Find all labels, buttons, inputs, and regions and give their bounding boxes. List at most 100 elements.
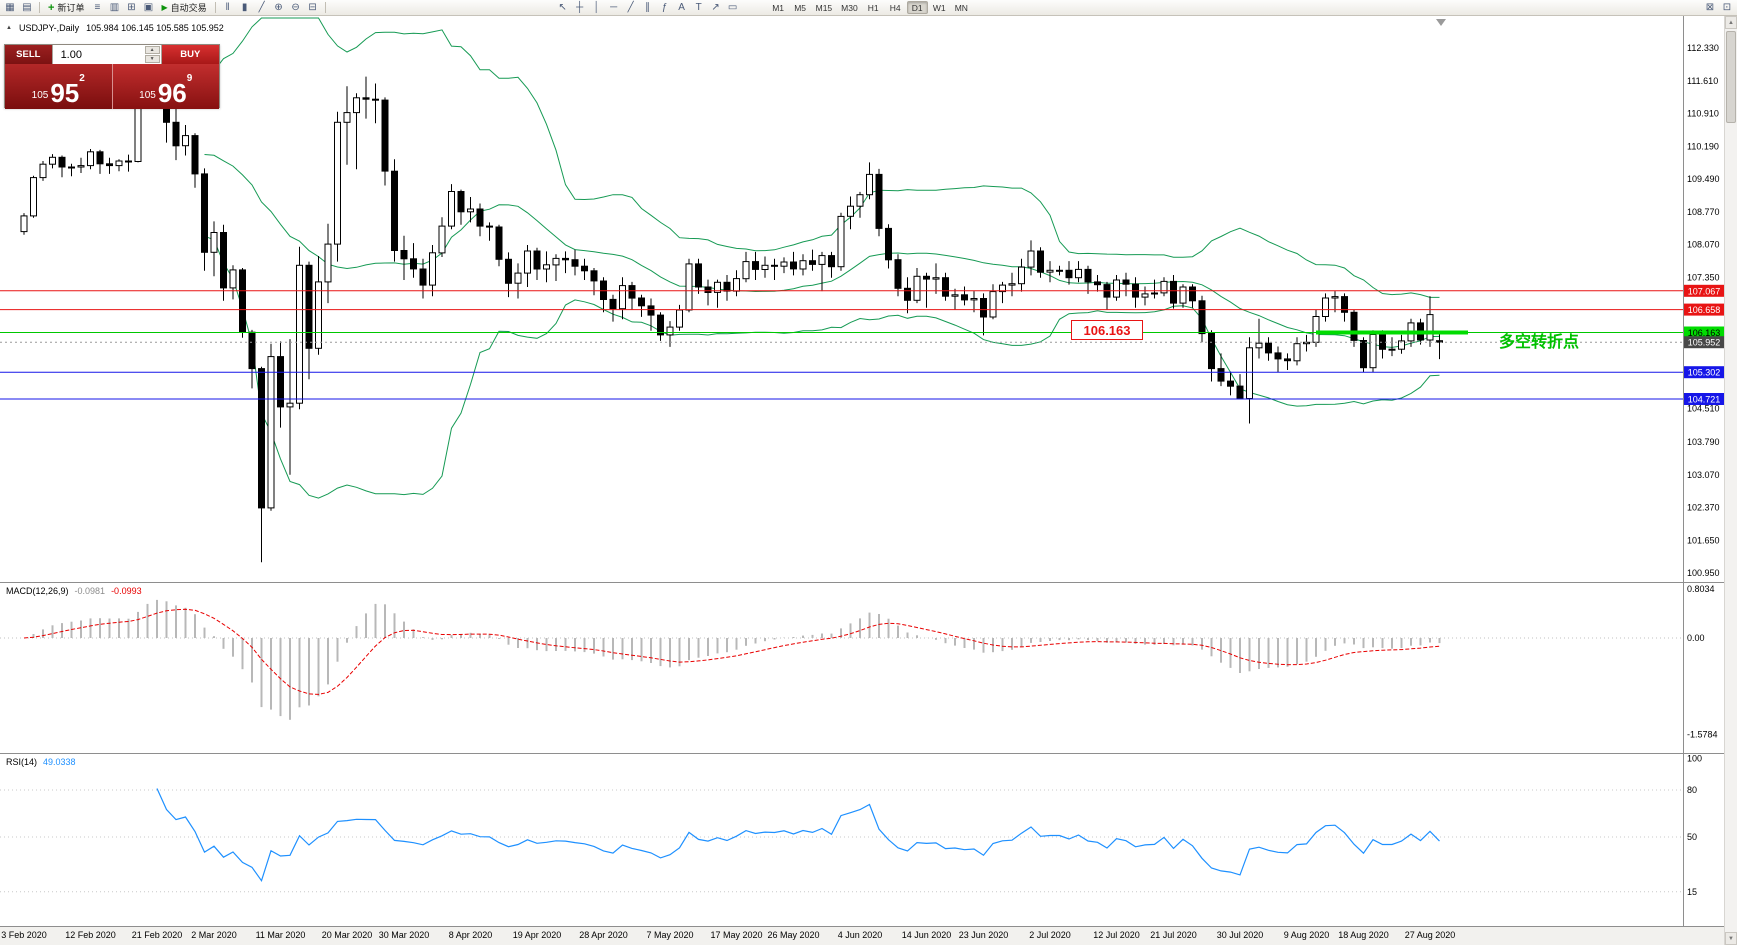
svg-text:108.770: 108.770 xyxy=(1687,207,1720,217)
sell-price-panel[interactable]: 105 95 2 xyxy=(5,64,113,109)
price-level-annotation[interactable]: 106.163 xyxy=(1071,320,1143,340)
vertical-scrollbar[interactable]: ▲ ▼ xyxy=(1724,16,1737,945)
volume-spinner: ▲ ▼ xyxy=(144,46,160,63)
zoom-in-icon[interactable]: ⊕ xyxy=(274,2,283,13)
svg-text:9 Aug 2020: 9 Aug 2020 xyxy=(1284,930,1330,940)
zoom-out-icon[interactable]: ⊖ xyxy=(291,2,300,13)
new-chart-icon[interactable]: ▦ xyxy=(5,2,15,13)
svg-text:8 Apr 2020: 8 Apr 2020 xyxy=(449,930,493,940)
buy-button[interactable]: BUY xyxy=(161,45,219,64)
zoom-icon-group: ⊕ ⊖ ⊟ xyxy=(271,1,321,14)
timeframe-h1-button[interactable]: H1 xyxy=(867,2,879,13)
chart-area: 112.330 111.610 110.910 110.190 109.490 108.7… xyxy=(0,16,1737,945)
svg-text:104.510: 104.510 xyxy=(1687,404,1720,414)
trendline-icon[interactable]: ╱ xyxy=(627,2,634,13)
chart-canvas[interactable]: 112.330 111.610 110.910 110.190 109.490 108.7… xyxy=(0,16,1724,945)
terminal-icon[interactable]: ▣ xyxy=(143,2,154,13)
svg-text:102.370: 102.370 xyxy=(1687,502,1720,512)
horizontal-level-lines[interactable] xyxy=(0,290,1683,400)
volume-up-button[interactable]: ▲ xyxy=(144,46,160,54)
chart-window-icon: ▲ xyxy=(6,25,12,31)
timeframe-m1-button[interactable]: M1 xyxy=(772,2,785,13)
label-icon[interactable]: T xyxy=(695,2,702,13)
buy-price-panel[interactable]: 105 96 9 xyxy=(112,64,219,109)
scroll-down-button[interactable]: ▼ xyxy=(1725,932,1737,945)
sell-price-point: 2 xyxy=(79,73,85,84)
fibonacci-icon[interactable]: ƒ xyxy=(661,2,668,13)
new-order-button[interactable]: + 新订单 xyxy=(44,1,88,14)
date-axis[interactable]: 3 Feb 2020 12 Feb 2020 21 Feb 2020 2 Mar 20… xyxy=(1,930,1455,940)
macd-value: -0.0981 xyxy=(74,586,106,596)
tile-windows-icon[interactable]: ⊟ xyxy=(308,2,317,13)
svg-text:50: 50 xyxy=(1687,832,1697,842)
timeframe-w1-button[interactable]: W1 xyxy=(932,2,946,13)
chart-list-icon[interactable]: ⊠ xyxy=(1705,2,1715,13)
candlestick-chart-icon[interactable]: ▮ xyxy=(241,2,248,13)
timeframe-mn-button[interactable]: MN xyxy=(954,2,968,13)
toolbar-separator xyxy=(39,2,40,13)
window-icon-group: ≡ ▥ ⊞ ▣ xyxy=(89,1,156,14)
timeframe-m15-button[interactable]: M15 xyxy=(815,2,833,13)
line-chart-icon[interactable]: ╱ xyxy=(258,2,265,13)
svg-text:12 Feb 2020: 12 Feb 2020 xyxy=(65,930,116,940)
macd-signal-value: -0.0993 xyxy=(111,586,142,596)
svg-text:104.721: 104.721 xyxy=(1688,395,1721,405)
sell-button[interactable]: SELL xyxy=(5,45,52,64)
chart-shift-marker[interactable] xyxy=(1436,19,1446,26)
svg-text:4 Jun 2020: 4 Jun 2020 xyxy=(838,930,883,940)
svg-text:80: 80 xyxy=(1687,785,1697,795)
svg-text:106.658: 106.658 xyxy=(1688,305,1721,315)
macd-header: MACD(12,26,9) -0.0981 -0.0993 xyxy=(6,586,142,596)
svg-text:17 May 2020: 17 May 2020 xyxy=(710,930,762,940)
autotrade-label: 自动交易 xyxy=(170,3,207,13)
svg-text:100: 100 xyxy=(1687,754,1702,764)
svg-text:21 Jul 2020: 21 Jul 2020 xyxy=(1150,930,1197,940)
svg-text:109.490: 109.490 xyxy=(1687,174,1720,184)
autotrade-button[interactable]: ▶ 自动交易 xyxy=(157,1,210,14)
horizontal-line-icon[interactable]: ─ xyxy=(610,2,618,13)
macd-title: MACD(12,26,9) xyxy=(6,586,69,596)
macd-signal-line xyxy=(23,608,1440,695)
price-axis[interactable]: 112.330 111.610 110.910 110.190 109.490 108.7… xyxy=(1684,43,1724,578)
vertical-line-icon[interactable]: │ xyxy=(593,2,600,13)
svg-text:14 Jun 2020: 14 Jun 2020 xyxy=(902,930,952,940)
one-click-trade-widget: SELL ▲ ▼ BUY 105 95 2 105 xyxy=(4,44,220,109)
svg-text:0.00: 0.00 xyxy=(1687,633,1705,643)
market-watch-icon[interactable]: ≡ xyxy=(94,2,101,13)
bar-chart-icon[interactable]: ‖ xyxy=(225,2,230,13)
full-screen-icon[interactable]: ⊡ xyxy=(1722,2,1732,13)
crosshair-icon[interactable]: ┼ xyxy=(576,2,584,13)
svg-text:111.610: 111.610 xyxy=(1687,76,1718,86)
volume-input[interactable] xyxy=(52,47,141,62)
channel-icon[interactable]: ∥ xyxy=(645,2,651,13)
data-window-icon[interactable]: ▥ xyxy=(109,2,120,13)
svg-text:110.910: 110.910 xyxy=(1687,109,1719,119)
svg-text:23 Jun 2020: 23 Jun 2020 xyxy=(959,930,1009,940)
timeframe-m5-button[interactable]: M5 xyxy=(794,2,807,13)
svg-text:20 Mar 2020: 20 Mar 2020 xyxy=(322,930,373,940)
right-icon-group: ⊠ ⊡ xyxy=(1702,1,1735,14)
scroll-up-button[interactable]: ▲ xyxy=(1725,16,1737,29)
svg-text:15: 15 xyxy=(1687,887,1697,897)
volume-down-button[interactable]: ▼ xyxy=(144,55,160,63)
timeframe-d1-button[interactable]: D1 xyxy=(906,1,928,14)
timeframe-group: M1 M5 M15 M30 H1 H4 D1 W1 MN xyxy=(768,1,972,14)
navigator-icon[interactable]: ⊞ xyxy=(127,2,136,13)
svg-text:7 May 2020: 7 May 2020 xyxy=(646,930,693,940)
chart-profiles-icon[interactable]: ▤ xyxy=(22,2,32,13)
svg-text:105.302: 105.302 xyxy=(1688,368,1721,378)
indicator-axis[interactable]: 0.8034 0.00 -1.5784 100 80 50 15 xyxy=(1687,584,1718,897)
svg-text:30 Mar 2020: 30 Mar 2020 xyxy=(379,930,430,940)
file-icon-group: ▦ ▤ xyxy=(2,1,35,14)
text-icon[interactable]: A xyxy=(678,2,685,13)
shapes-icon[interactable]: ▭ xyxy=(727,2,738,13)
scrollbar-thumb[interactable] xyxy=(1726,31,1736,123)
sell-price-base: 105 xyxy=(31,90,49,101)
svg-text:101.650: 101.650 xyxy=(1687,536,1720,546)
turning-point-annotation[interactable]: 多空转折点 xyxy=(1499,334,1580,351)
timeframe-h4-button[interactable]: H4 xyxy=(889,2,901,13)
cursor-icon[interactable]: ↖ xyxy=(558,2,567,13)
arrow-tools-icon[interactable]: ↗ xyxy=(711,2,720,13)
timeframe-m30-button[interactable]: M30 xyxy=(841,2,858,13)
draw-tools-group: │ ─ ╱ ∥ ƒ A T ↗ ▭ xyxy=(589,1,741,14)
